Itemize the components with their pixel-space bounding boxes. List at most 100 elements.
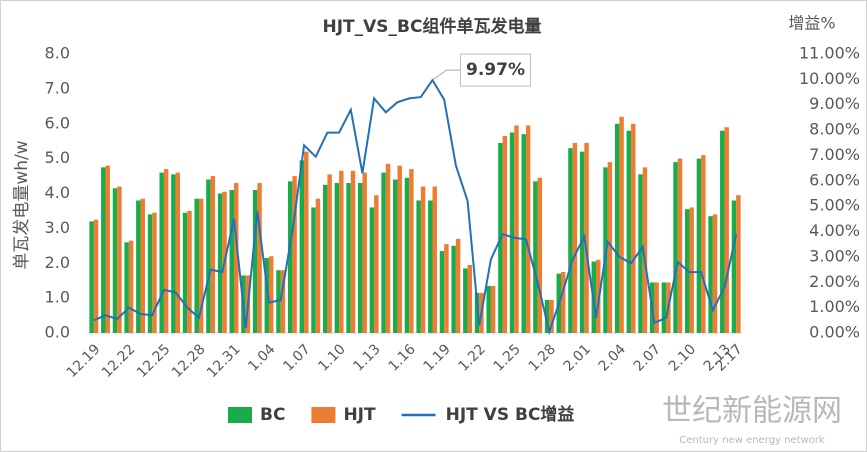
bar	[661, 282, 667, 333]
y-axis-label: 单瓦发电量wh/w	[12, 140, 32, 269]
bar	[194, 198, 199, 333]
bar	[182, 212, 188, 333]
bar	[93, 219, 99, 333]
bar	[509, 132, 515, 333]
bar	[463, 268, 468, 333]
bar	[474, 292, 480, 333]
y2-axis-label: 增益%	[788, 14, 835, 33]
bar	[614, 123, 620, 333]
bar	[486, 285, 491, 333]
bar	[544, 299, 550, 333]
bar	[229, 190, 234, 333]
bar	[101, 167, 106, 333]
y2-tick-label: 7.00%	[809, 145, 860, 164]
bar	[292, 176, 297, 333]
legend-swatch	[311, 407, 336, 423]
y2-tick-label: 6.00%	[809, 170, 860, 189]
bar	[404, 177, 410, 333]
bar	[124, 242, 129, 333]
bar	[315, 198, 321, 333]
bar	[428, 200, 433, 333]
bar	[397, 165, 402, 333]
bar	[689, 207, 694, 333]
y-tick-label: 4.0	[45, 183, 70, 202]
bar	[276, 270, 281, 333]
bar	[233, 183, 239, 333]
y2-tick-label: 10.00%	[799, 69, 860, 88]
bar	[287, 181, 293, 333]
y2-tick-label: 8.00%	[809, 120, 860, 139]
bar	[712, 214, 718, 333]
y-tick-label: 2.0	[45, 253, 70, 272]
watermark: Century new energy network	[679, 435, 825, 446]
bar	[206, 179, 211, 333]
bar	[163, 169, 169, 333]
bar	[444, 244, 449, 333]
bar	[626, 130, 632, 333]
bar	[89, 221, 94, 333]
bar	[187, 210, 192, 333]
legend-label: HJT VS BC增益	[446, 404, 575, 425]
bar	[269, 256, 274, 333]
bar	[393, 179, 398, 333]
bar	[311, 207, 316, 333]
y2-tick-label: 3.00%	[809, 246, 860, 265]
bar	[584, 142, 589, 333]
bar	[322, 184, 328, 333]
bar	[490, 285, 496, 333]
y-tick-label: 8.0	[45, 44, 70, 63]
bar	[210, 176, 216, 333]
bar	[677, 158, 683, 333]
y-tick-label: 0.0	[45, 323, 70, 342]
bar	[568, 148, 573, 333]
y2-tick-label: 2.00%	[809, 272, 860, 291]
bar	[374, 195, 379, 333]
annotation-leader	[432, 69, 461, 81]
legend-swatch	[228, 407, 252, 423]
bar	[720, 130, 725, 333]
bar	[572, 142, 578, 333]
y2-tick-label: 9.00%	[809, 94, 860, 113]
bar	[369, 207, 375, 333]
chart-title: HJT_VS_BC组件单瓦发电量	[323, 16, 542, 37]
bar	[642, 167, 648, 333]
y2-tick-label: 11.00%	[799, 44, 860, 63]
bar	[358, 183, 363, 333]
y2-tick-label: 0.00%	[809, 323, 860, 342]
y-tick-label: 6.0	[45, 113, 70, 132]
watermark: 世纪新能源网	[662, 394, 842, 429]
bar	[264, 258, 270, 333]
bar	[607, 162, 613, 333]
bar	[257, 183, 262, 333]
bar	[549, 299, 554, 333]
bar	[128, 240, 134, 333]
bar	[385, 163, 391, 333]
gain-line	[93, 78, 738, 336]
y-tick-label: 3.0	[45, 218, 70, 237]
bar	[654, 282, 659, 333]
bar	[112, 188, 118, 333]
bar	[175, 172, 181, 333]
bar	[381, 172, 386, 333]
bar	[327, 174, 332, 333]
bar	[409, 169, 414, 333]
bar	[724, 127, 729, 333]
bar	[455, 238, 461, 333]
bar	[451, 245, 456, 333]
bar	[416, 200, 421, 333]
bar	[217, 193, 223, 333]
bar	[152, 212, 157, 333]
bar	[467, 264, 472, 333]
bar	[525, 125, 531, 334]
y2-tick-label: 5.00%	[809, 196, 860, 215]
bar	[350, 170, 356, 333]
bar	[299, 160, 305, 333]
bar	[696, 158, 702, 333]
bar	[117, 186, 122, 333]
bar	[280, 270, 286, 333]
bar	[105, 165, 110, 333]
bar	[708, 216, 713, 333]
bar	[140, 198, 145, 333]
bar	[334, 183, 340, 333]
